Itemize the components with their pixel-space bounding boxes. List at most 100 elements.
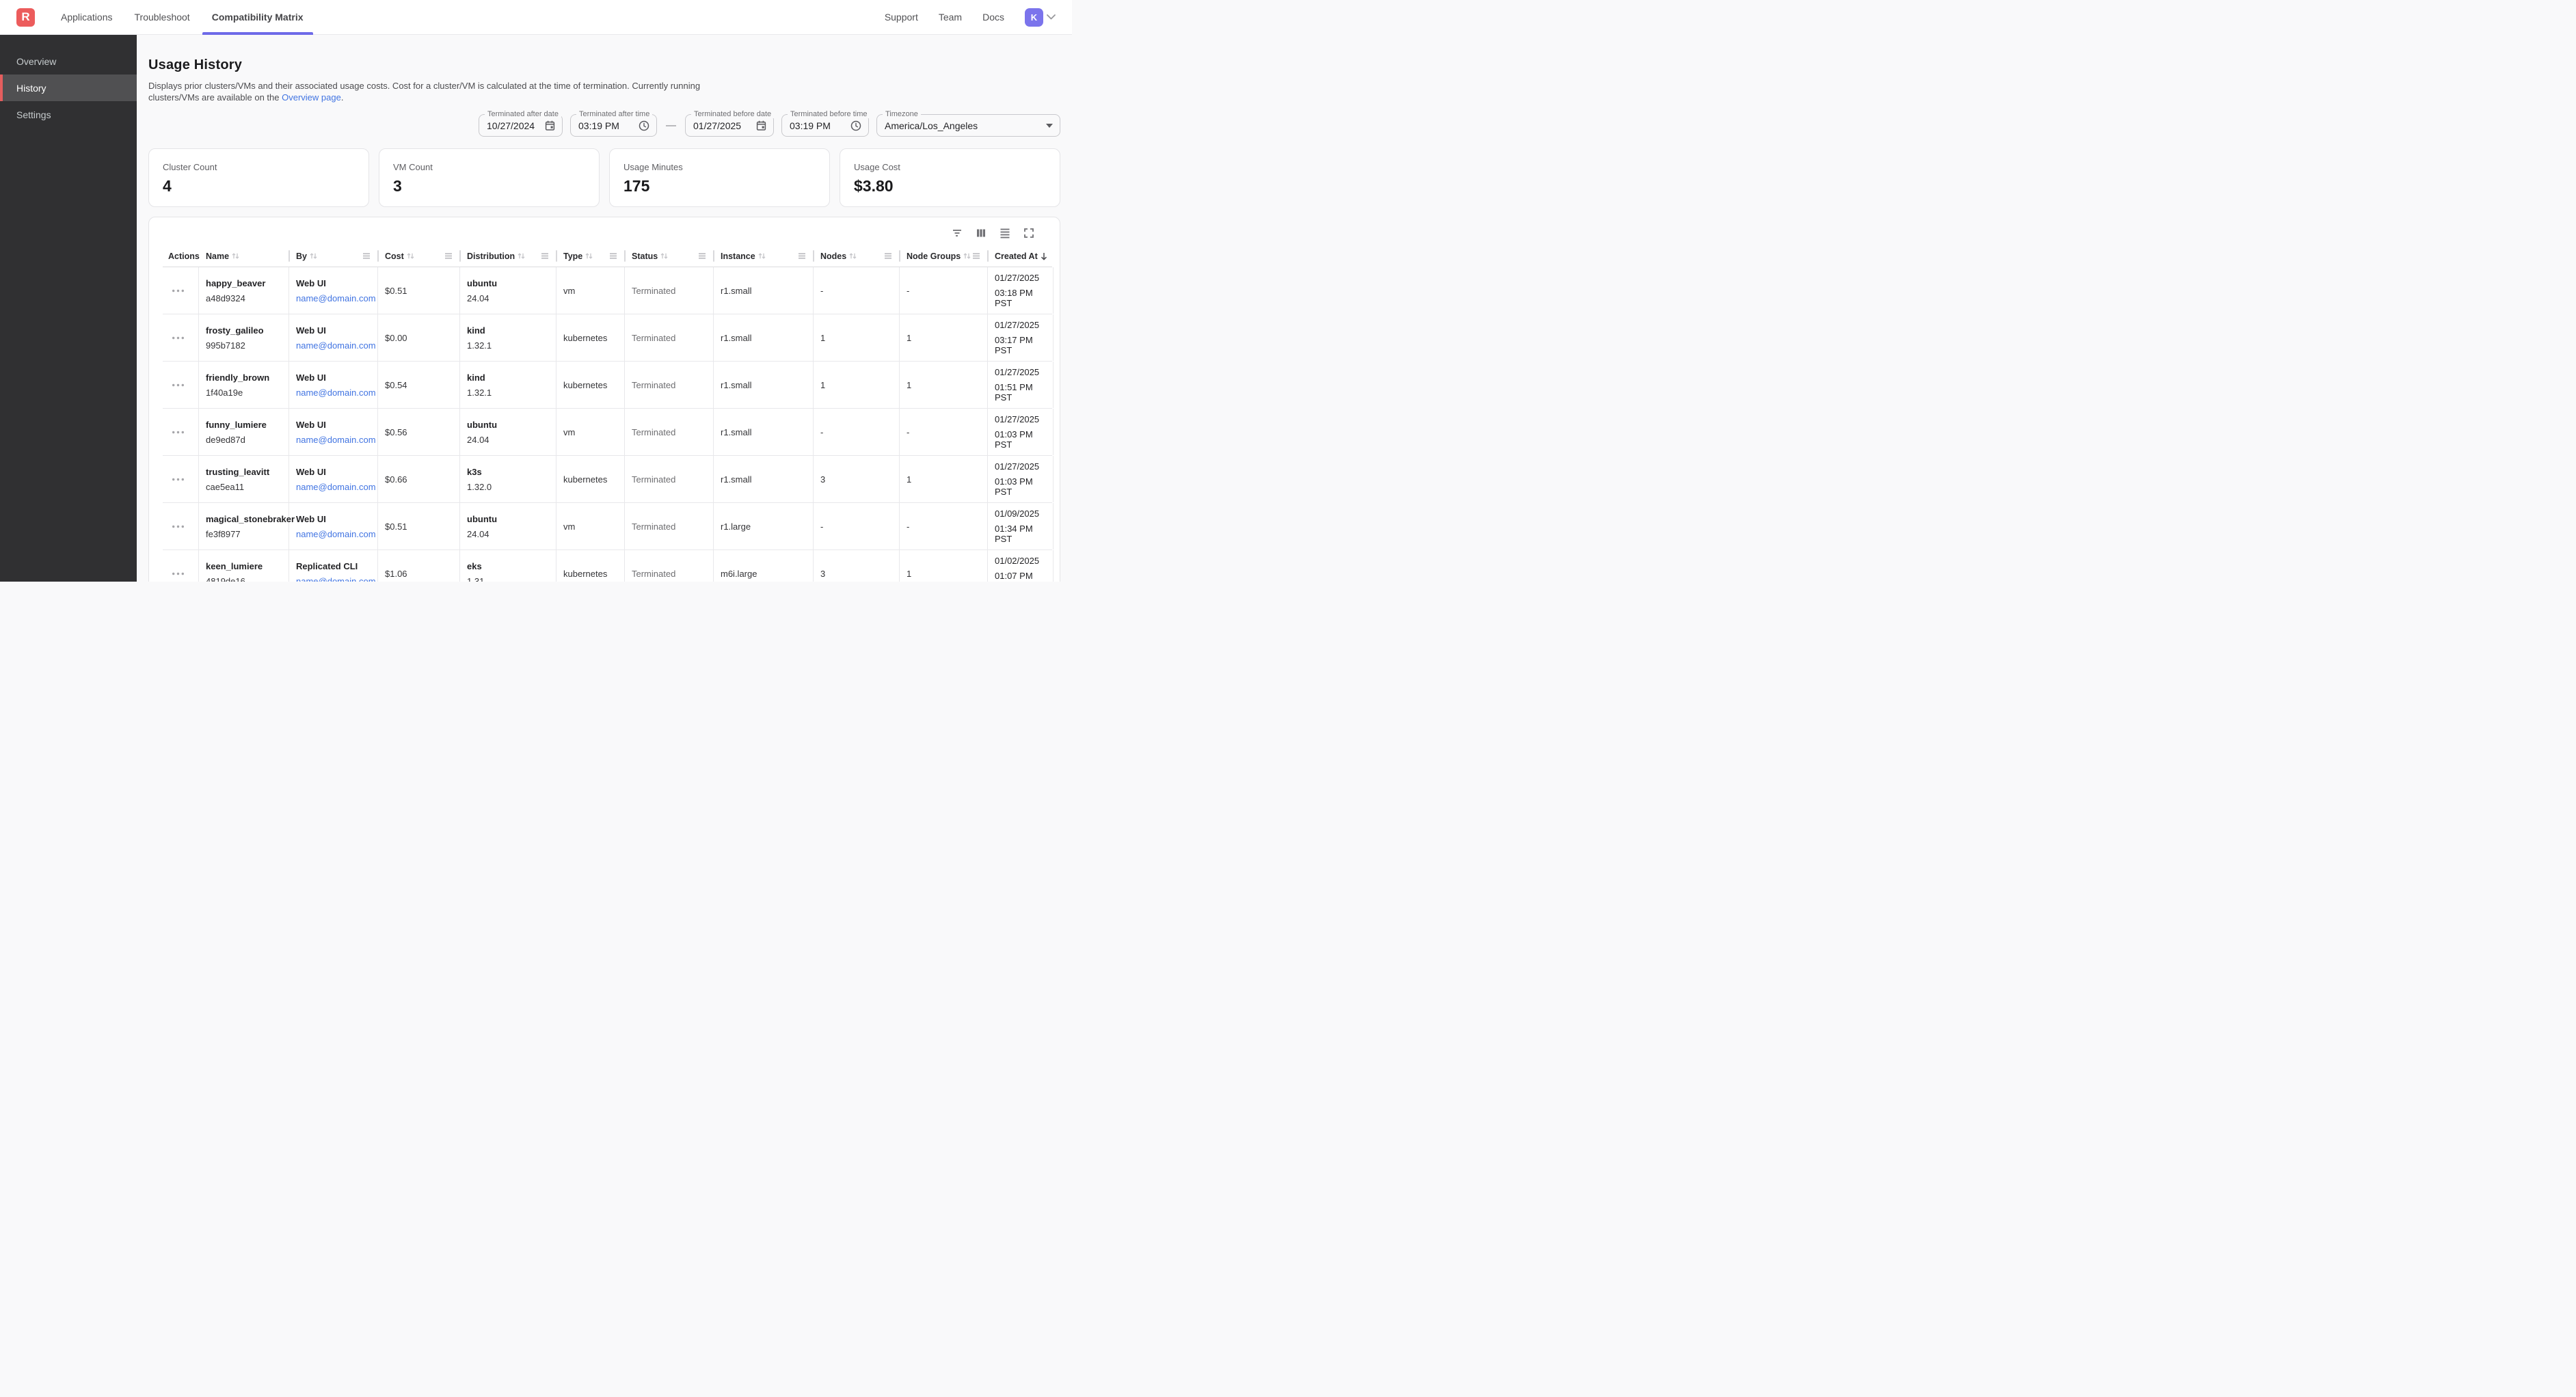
terminated-after-date-field[interactable]: Terminated after date 10/27/2024 bbox=[479, 110, 563, 137]
sort-icon[interactable] bbox=[963, 252, 971, 260]
cell-actions[interactable] bbox=[163, 362, 199, 408]
column-header-instance[interactable]: Instance bbox=[714, 245, 814, 267]
more-actions-icon[interactable] bbox=[172, 289, 185, 293]
terminated-before-time-field[interactable]: Terminated before time 03:19 PM bbox=[781, 110, 870, 137]
nav-tab-applications[interactable]: Applications bbox=[61, 12, 113, 23]
nav-link-support[interactable]: Support bbox=[884, 12, 918, 23]
row-email-link[interactable]: name@domain.com bbox=[296, 293, 376, 303]
sort-icon[interactable] bbox=[848, 252, 857, 260]
column-menu-icon[interactable] bbox=[884, 253, 892, 259]
terminated-after-time-value[interactable]: 03:19 PM bbox=[578, 120, 619, 131]
columns-icon[interactable] bbox=[975, 227, 987, 239]
column-separator[interactable] bbox=[289, 250, 290, 262]
row-cost: $0.51 bbox=[385, 285, 407, 296]
row-created-time: 01:51 PM PST bbox=[995, 382, 1033, 403]
sort-icon[interactable] bbox=[660, 252, 669, 260]
clock-icon[interactable] bbox=[850, 120, 861, 131]
sort-desc-icon[interactable] bbox=[1040, 252, 1048, 261]
column-separator[interactable] bbox=[813, 250, 814, 262]
cell-by: Web UI name@domain.com bbox=[289, 314, 378, 361]
column-separator[interactable] bbox=[987, 250, 989, 262]
cell-actions[interactable] bbox=[163, 503, 199, 550]
column-header-distribution[interactable]: Distribution bbox=[460, 245, 557, 267]
column-separator[interactable] bbox=[713, 250, 714, 262]
row-email-link[interactable]: name@domain.com bbox=[296, 481, 376, 492]
cell-actions[interactable] bbox=[163, 267, 199, 314]
nav-tab-troubleshoot[interactable]: Troubleshoot bbox=[134, 12, 190, 23]
cell-by: Web UI name@domain.com bbox=[289, 362, 378, 408]
more-actions-icon[interactable] bbox=[172, 431, 185, 434]
sidebar-item-overview[interactable]: Overview bbox=[16, 55, 57, 67]
avatar[interactable]: K bbox=[1025, 8, 1043, 27]
row-email-link[interactable]: name@domain.com bbox=[296, 340, 376, 351]
sort-icon[interactable] bbox=[406, 252, 415, 260]
column-separator[interactable] bbox=[899, 250, 900, 262]
calendar-icon[interactable] bbox=[756, 120, 766, 131]
sort-icon[interactable] bbox=[585, 252, 593, 260]
cell-actions[interactable] bbox=[163, 409, 199, 455]
cell-actions[interactable] bbox=[163, 456, 199, 502]
cell-actions[interactable] bbox=[163, 550, 199, 582]
terminated-after-time-field[interactable]: Terminated after time 03:19 PM bbox=[570, 110, 657, 137]
column-menu-icon[interactable] bbox=[444, 253, 453, 259]
column-separator[interactable] bbox=[556, 250, 557, 262]
sidebar-item-history[interactable]: History bbox=[0, 74, 137, 101]
terminated-before-time-value[interactable]: 03:19 PM bbox=[790, 120, 831, 131]
column-header-status[interactable]: Status bbox=[625, 245, 714, 267]
row-type: kubernetes bbox=[563, 474, 608, 485]
terminated-before-date-value[interactable]: 01/27/2025 bbox=[693, 120, 742, 131]
terminated-after-date-value[interactable]: 10/27/2024 bbox=[487, 120, 535, 131]
clock-icon[interactable] bbox=[639, 120, 649, 131]
row-email-link[interactable]: name@domain.com bbox=[296, 575, 376, 582]
column-header-created-at[interactable]: Created At bbox=[988, 245, 1054, 267]
sidebar-item-settings[interactable]: Settings bbox=[16, 109, 51, 120]
timezone-select[interactable]: Timezone America/Los_Angeles bbox=[876, 110, 1060, 137]
row-email-link[interactable]: name@domain.com bbox=[296, 434, 376, 445]
column-header-nodes[interactable]: Nodes bbox=[814, 245, 900, 267]
column-menu-icon[interactable] bbox=[698, 253, 706, 259]
filter-icon[interactable] bbox=[951, 227, 963, 239]
sort-icon[interactable] bbox=[517, 252, 526, 260]
nav-link-team[interactable]: Team bbox=[938, 12, 963, 23]
cell-actions[interactable] bbox=[163, 314, 199, 361]
column-header-type[interactable]: Type bbox=[556, 245, 626, 267]
calendar-icon[interactable] bbox=[545, 120, 555, 131]
column-menu-icon[interactable] bbox=[798, 253, 806, 259]
more-actions-icon[interactable] bbox=[172, 478, 185, 481]
nav-link-docs[interactable]: Docs bbox=[982, 12, 1004, 23]
row-email-link[interactable]: name@domain.com bbox=[296, 528, 376, 539]
more-actions-icon[interactable] bbox=[172, 572, 185, 575]
cell-nodes: 3 bbox=[814, 456, 900, 502]
stat-value: $3.80 bbox=[854, 177, 894, 195]
column-separator[interactable] bbox=[624, 250, 626, 262]
column-separator[interactable] bbox=[377, 250, 379, 262]
column-menu-icon[interactable] bbox=[541, 253, 549, 259]
more-actions-icon[interactable] bbox=[172, 383, 185, 387]
nav-tab-compatibility-matrix[interactable]: Compatibility Matrix bbox=[201, 0, 314, 35]
data-grid: Actions Name By Cost bbox=[163, 245, 1054, 582]
row-by: Web UI bbox=[296, 325, 326, 336]
column-menu-icon[interactable] bbox=[362, 253, 371, 259]
fullscreen-icon[interactable] bbox=[1023, 227, 1035, 239]
sort-icon[interactable] bbox=[757, 252, 766, 260]
column-header-cost[interactable]: Cost bbox=[378, 245, 461, 267]
account-menu[interactable]: K bbox=[1025, 8, 1056, 27]
cell-node-groups: - bbox=[900, 267, 988, 314]
column-separator[interactable] bbox=[459, 250, 461, 262]
column-menu-icon[interactable] bbox=[609, 253, 617, 259]
timezone-value[interactable]: America/Los_Angeles bbox=[885, 120, 978, 131]
column-header-name[interactable]: Name bbox=[199, 245, 290, 267]
terminated-before-date-field[interactable]: Terminated before date 01/27/2025 bbox=[685, 110, 775, 137]
replicated-logo[interactable]: R bbox=[16, 8, 35, 27]
sort-icon[interactable] bbox=[231, 252, 240, 260]
column-header-node-groups[interactable]: Node Groups bbox=[900, 245, 989, 267]
overview-page-link[interactable]: Overview page bbox=[282, 92, 341, 103]
more-actions-icon[interactable] bbox=[172, 525, 185, 528]
column-header-by[interactable]: By bbox=[289, 245, 379, 267]
sort-icon[interactable] bbox=[309, 252, 318, 260]
more-actions-icon[interactable] bbox=[172, 336, 185, 340]
row-email-link[interactable]: name@domain.com bbox=[296, 387, 376, 398]
density-icon[interactable] bbox=[999, 227, 1011, 239]
column-menu-icon[interactable] bbox=[972, 253, 980, 259]
caret-down-icon[interactable] bbox=[1046, 123, 1053, 128]
